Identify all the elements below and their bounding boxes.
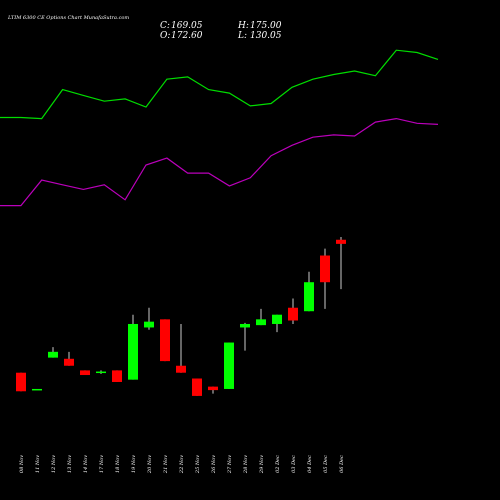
candle-body-up: [32, 388, 42, 391]
candle: [208, 386, 218, 394]
candle: [288, 298, 298, 324]
candle-body-up: [128, 323, 138, 380]
candle-body-down: [336, 239, 346, 244]
upper-line: [0, 49, 439, 120]
x-tick-label: 04 Dec: [307, 455, 313, 473]
candle: [64, 351, 74, 366]
high-label: H:: [237, 21, 249, 31]
x-tick-label: 06 Dec: [339, 455, 345, 473]
candle: [48, 347, 58, 358]
candle: [128, 314, 138, 380]
candle-body-down: [160, 319, 170, 362]
candle-body-up: [240, 323, 250, 328]
candle: [80, 370, 90, 376]
candle-body-down: [320, 255, 330, 283]
candle: [176, 323, 186, 373]
candle-body-down: [80, 370, 90, 376]
candle: [144, 307, 154, 330]
indicator-lines: [0, 49, 439, 207]
x-tick-label: 17 Nov: [99, 455, 105, 473]
high-value: 175.00: [250, 21, 282, 31]
ohlc-readout: C: 169.05 H: 175.00 O: 172.60 L: 130.05: [160, 21, 282, 41]
x-tick-label: 08 Nov: [19, 455, 25, 473]
x-tick-label: 29 Nov: [259, 455, 265, 474]
candle-body-down: [192, 378, 202, 396]
x-tick-label: 22 Nov: [179, 455, 185, 474]
x-tick-label: 28 Nov: [243, 455, 249, 474]
candle: [32, 388, 42, 391]
x-tick-label: 27 Nov: [227, 455, 233, 474]
chart-title: LTIM 6300 CE Options Chart MunafaSutra.c…: [7, 15, 129, 21]
candle-body-down: [112, 370, 122, 382]
candle-body-down: [288, 307, 298, 321]
x-tick-label: 05 Dec: [323, 455, 329, 473]
x-tick-label: 18 Nov: [115, 455, 121, 473]
candle-body-down: [64, 358, 74, 366]
candle-body-up: [224, 342, 234, 389]
candle: [224, 342, 234, 389]
candle-body-down: [16, 372, 26, 392]
candle: [240, 322, 250, 351]
candle: [304, 271, 314, 312]
lower-line: [0, 117, 439, 207]
candle-body-up: [48, 351, 58, 358]
low-value: 130.05: [250, 31, 282, 41]
candle-body-up: [96, 371, 106, 374]
x-tick-label: 20 Nov: [147, 455, 153, 474]
candle: [256, 308, 266, 326]
x-tick-label: 13 Nov: [67, 455, 73, 473]
candle: [272, 314, 282, 333]
x-tick-label: 26 Nov: [211, 455, 217, 474]
candle-body-up: [304, 282, 314, 312]
open-label: O:: [160, 31, 170, 41]
candle: [160, 319, 170, 362]
open-value: 172.60: [171, 31, 203, 41]
x-tick-label: 14 Nov: [83, 455, 89, 473]
candle: [16, 372, 26, 392]
close-value: 169.05: [171, 21, 203, 31]
x-tick-label: 02 Dec: [275, 455, 281, 473]
x-tick-label: 25 Nov: [195, 455, 201, 474]
x-tick-label: 03 Dec: [291, 455, 297, 473]
candles: [16, 236, 346, 396]
x-tick-label: 11 Nov: [35, 455, 41, 473]
x-tick-label: 19 Nov: [131, 455, 137, 473]
candle: [112, 370, 122, 382]
candle-body-up: [272, 314, 282, 324]
candle-body-down: [208, 386, 218, 391]
candle-body-up: [144, 321, 154, 328]
x-tick-label: 21 Nov: [163, 455, 169, 474]
candle: [192, 378, 202, 396]
x-tick-label: 12 Nov: [51, 455, 57, 473]
candle: [96, 370, 106, 374]
candle-body-down: [176, 365, 186, 373]
x-axis-ticks: 08 Nov 11 Nov 12 Nov 13 Nov 14 Nov 17 Nov 18 N…: [19, 455, 345, 474]
candle-body-up: [256, 319, 266, 326]
close-label: C:: [160, 21, 170, 31]
candle: [336, 236, 346, 290]
candle: [320, 248, 330, 309]
low-label: L:: [237, 31, 247, 41]
